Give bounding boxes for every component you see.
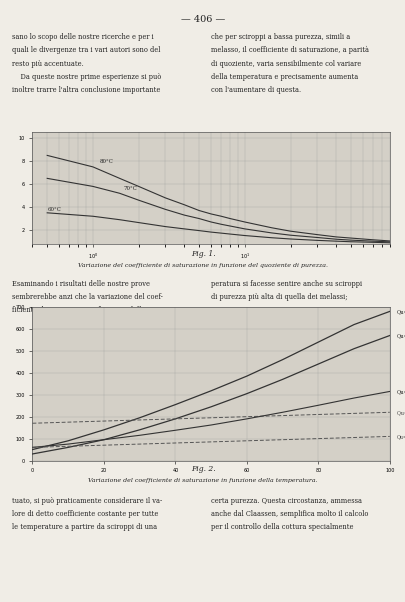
Text: peratura si facesse sentire anche su sciroppi: peratura si facesse sentire anche su sci… xyxy=(211,280,361,288)
Text: 80°C: 80°C xyxy=(99,160,113,164)
Text: Esaminando i risultati delle nostre prove: Esaminando i risultati delle nostre prov… xyxy=(12,280,150,288)
Text: soltanto che, essendo il fenomeno meno accen-: soltanto che, essendo il fenomeno meno a… xyxy=(211,306,370,314)
Text: tuato, si può praticamente considerare il va-: tuato, si può praticamente considerare i… xyxy=(12,497,162,504)
Text: certa purezza. Questa circostanza, ammessa: certa purezza. Questa circostanza, ammes… xyxy=(211,497,361,504)
Text: Qu=42 -------: Qu=42 ------- xyxy=(396,410,405,415)
Text: che per sciroppi a bassa purezza, simili a: che per sciroppi a bassa purezza, simili… xyxy=(211,33,350,41)
Text: della temperatura e precisamente aumenta: della temperatura e precisamente aumenta xyxy=(211,73,358,81)
Text: — 406 —: — 406 — xyxy=(181,15,224,24)
Text: di quoziente, varia sensibilmente col variare: di quoziente, varia sensibilmente col va… xyxy=(211,60,360,67)
Text: Fig. 1.: Fig. 1. xyxy=(190,250,215,258)
Text: inoltre trarre l'altra conclusione importante: inoltre trarre l'altra conclusione impor… xyxy=(12,86,160,94)
Text: anche dal Claassen, semplifica molto il calcolo: anche dal Claassen, semplifica molto il … xyxy=(211,510,368,518)
Text: quali le divergenze tra i vari autori sono del: quali le divergenze tra i vari autori so… xyxy=(12,46,160,54)
Text: Qu=45: Qu=45 xyxy=(396,333,405,338)
Text: melasso, il coefficiente di saturazione, a parità: melasso, il coefficiente di saturazione,… xyxy=(211,46,368,54)
Text: per il controllo della cottura specialmente: per il controllo della cottura specialme… xyxy=(211,523,353,531)
Text: Qu=65: Qu=65 xyxy=(396,309,405,314)
Text: con l'aumentare di questa.: con l'aumentare di questa. xyxy=(211,86,301,94)
Text: ficiente di saturazione in funzione della tem-: ficiente di saturazione in funzione dell… xyxy=(12,306,163,314)
Text: lore di detto coefficiente costante per tutte: lore di detto coefficiente costante per … xyxy=(12,510,158,518)
Text: 70°C: 70°C xyxy=(124,186,137,191)
Text: le temperature a partire da sciroppi di una: le temperature a partire da sciroppi di … xyxy=(12,523,157,531)
Text: Variazione del coefficiente di saturazione in funzione della temperatura.: Variazione del coefficiente di saturazio… xyxy=(88,478,317,483)
Text: Qu=27: Qu=27 xyxy=(396,434,405,439)
Text: resto più accentuate.: resto più accentuate. xyxy=(12,60,84,67)
Text: 60°C: 60°C xyxy=(47,206,61,211)
Text: sano lo scopo delle nostre ricerche e per i: sano lo scopo delle nostre ricerche e pe… xyxy=(12,33,153,41)
Text: Da queste nostre prime esperienze si può: Da queste nostre prime esperienze si può xyxy=(12,73,161,81)
Text: Fig. 2.: Fig. 2. xyxy=(190,465,215,473)
Text: Variazione del coefficiente di saturazione in funzione del quoziente di purezza.: Variazione del coefficiente di saturazio… xyxy=(78,263,327,268)
Text: sembrerebbe anzi che la variazione del coef-: sembrerebbe anzi che la variazione del c… xyxy=(12,293,163,301)
Text: Qu=34: Qu=34 xyxy=(396,389,405,394)
Text: di purezza più alta di quella dei melassi;: di purezza più alta di quella dei melass… xyxy=(211,293,347,301)
